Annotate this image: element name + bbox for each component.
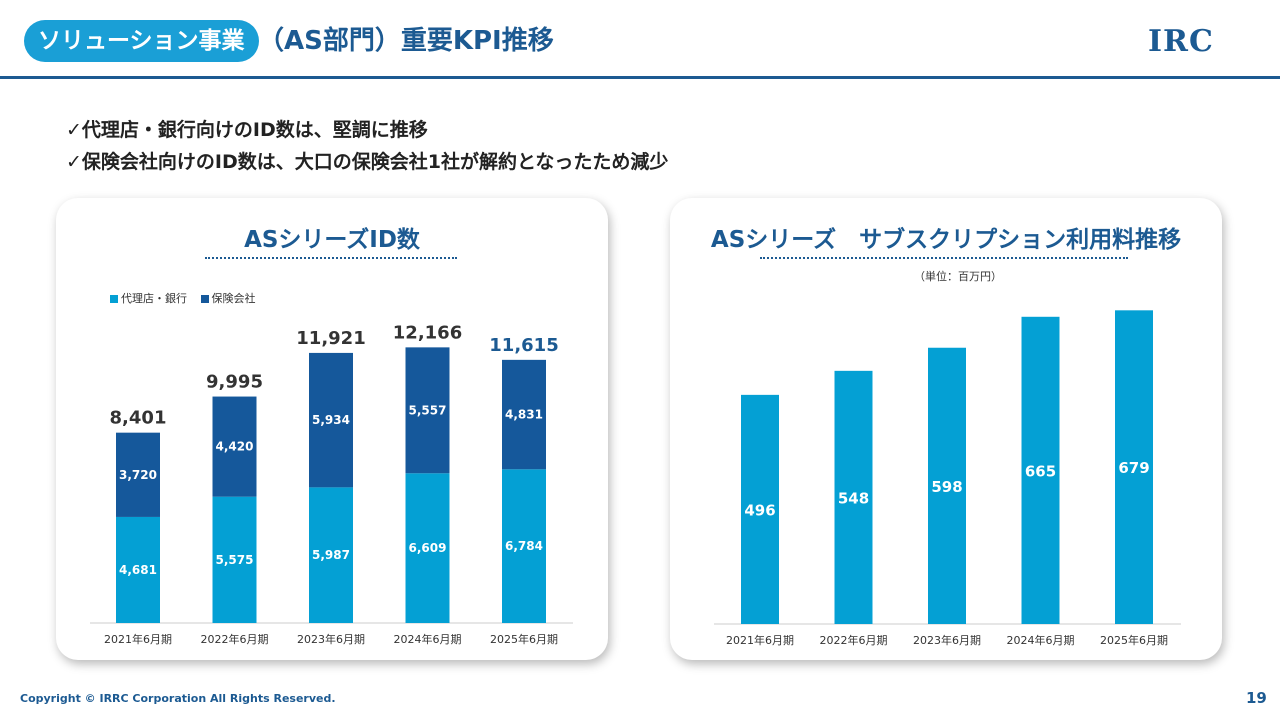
bar-insurer	[502, 359, 546, 470]
subscription-card: ASシリーズ サブスクリプション利用料推移 （単位：百万円） 496 2021年6…	[670, 198, 1222, 660]
bar-insurer	[116, 432, 160, 517]
data-label: 598	[931, 478, 962, 496]
bar-agency	[116, 516, 160, 623]
total-label: 12,166	[393, 322, 462, 343]
legend-item-insurer: 保険会社	[200, 292, 256, 305]
bar-insurer	[405, 347, 450, 474]
bar	[741, 394, 779, 624]
data-label: 679	[1118, 459, 1149, 477]
data-label-agency: 6,784	[505, 539, 543, 553]
stacked-bar-chart: 4,681 3,720 8,401 2021年6月期 5,575 4,420 9,995 20…	[90, 322, 573, 646]
bar	[928, 347, 966, 624]
chart-title: ASシリーズ サブスクリプション利用料推移	[710, 227, 1182, 253]
bar	[1115, 310, 1153, 624]
x-tick-label: 2025年6月期	[1100, 633, 1168, 647]
x-tick-label: 2022年6月期	[820, 633, 888, 647]
bullet-item: ✓代理店・銀行向けのID数は、堅調に推移	[66, 119, 428, 141]
page-number: 19	[1246, 689, 1267, 707]
bar-agency	[502, 469, 546, 623]
data-label: 496	[744, 501, 775, 519]
id-count-card: ASシリーズID数 代理店・銀行 保険会社 4,681 3,720 8,401 202…	[56, 198, 608, 660]
data-label-insurer: 3,720	[119, 468, 157, 482]
x-tick-label: 2021年6月期	[726, 633, 794, 647]
bar-insurer	[309, 352, 353, 488]
chart-title: ASシリーズID数	[244, 227, 420, 253]
legend-label: 代理店・銀行	[121, 292, 187, 305]
data-label-insurer: 4,420	[216, 440, 254, 454]
bullet-list: ✓代理店・銀行向けのID数は、堅調に推移 ✓保険会社向けのID数は、大口の保険会…	[66, 114, 668, 178]
title-rule	[205, 257, 457, 259]
page-title: （AS部門）重要KPI推移	[258, 26, 554, 56]
x-tick-label: 2021年6月期	[104, 632, 172, 646]
bar-agency	[212, 496, 257, 623]
copyright-text: Copyright © IRRC Corporation All Rights …	[20, 692, 336, 705]
legend-swatch	[200, 295, 209, 303]
data-label-insurer: 5,934	[312, 413, 350, 427]
x-tick-label: 2024年6月期	[1007, 633, 1075, 647]
chart-legend: 代理店・銀行 保険会社	[110, 290, 266, 306]
total-label: 11,921	[296, 328, 365, 349]
legend-label: 保険会社	[211, 292, 256, 305]
legend-swatch	[110, 295, 118, 303]
slide-header: ソリューション事業 （AS部門）重要KPI推移 IRC	[0, 0, 1280, 80]
title-rule	[760, 257, 1128, 259]
bar	[834, 370, 873, 624]
data-label: 665	[1025, 462, 1056, 480]
data-label-insurer: 4,831	[505, 408, 543, 422]
x-tick-label: 2022年6月期	[201, 632, 269, 646]
total-label: 11,615	[489, 335, 558, 356]
legend-item-agency: 代理店・銀行	[110, 292, 187, 305]
x-tick-label: 2024年6月期	[394, 632, 462, 646]
company-logo: IRC	[1148, 24, 1214, 59]
section-pill: ソリューション事業	[24, 20, 259, 62]
unit-label: （単位：百万円）	[914, 270, 1002, 283]
data-label-agency: 5,575	[216, 553, 254, 567]
bar-insurer	[212, 396, 257, 497]
x-tick-label: 2023年6月期	[297, 632, 365, 646]
total-label: 9,995	[206, 372, 263, 393]
bullet-item: ✓保険会社向けのID数は、大口の保険会社1社が解約となったため減少	[66, 151, 669, 173]
bar-chart: 496 2021年6月期 548 2022年6月期 598 2023年6月期 665 2024…	[714, 310, 1181, 647]
data-label-insurer: 5,557	[409, 403, 447, 417]
total-label: 8,401	[110, 408, 167, 429]
bar-agency	[309, 487, 353, 623]
data-label: 548	[838, 489, 869, 507]
x-tick-label: 2025年6月期	[490, 632, 558, 646]
data-label-agency: 5,987	[312, 548, 350, 562]
bar-agency	[405, 473, 450, 623]
x-tick-label: 2023年6月期	[913, 633, 981, 647]
bar	[1021, 316, 1060, 624]
data-label-agency: 6,609	[409, 541, 447, 555]
header-divider	[0, 76, 1280, 79]
data-label-agency: 4,681	[119, 563, 157, 577]
